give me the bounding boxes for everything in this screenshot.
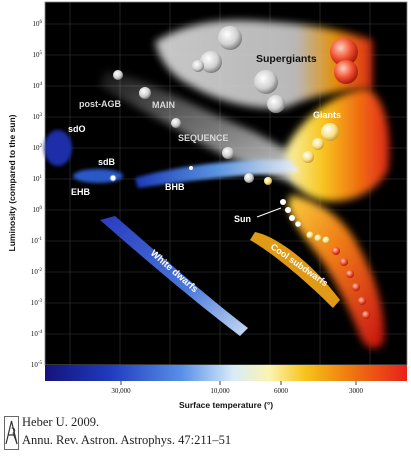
x-tick-30000: 30,000 <box>111 387 131 395</box>
y-tick-label: 10-2 <box>31 268 43 276</box>
y-tick-label: 106 <box>33 20 43 28</box>
y-tick-label: 102 <box>33 144 43 152</box>
annual-reviews-logo <box>4 416 19 450</box>
y-tick-label: 10-3 <box>31 299 43 307</box>
y-tick-label: 10-1 <box>31 237 43 245</box>
white-dwarfs-region <box>100 216 248 336</box>
x-tick-10000: 10,000 <box>210 387 230 395</box>
x-tick-marks <box>120 381 357 385</box>
label-bhb: BHB <box>165 182 185 192</box>
y-tick-label: 105 <box>33 51 43 59</box>
supergiants-region <box>155 20 372 109</box>
label-sdo: sdO <box>68 124 86 134</box>
main-sequence-upper-region <box>100 70 310 185</box>
x-tick-3000: 3000 <box>349 387 364 395</box>
y-tick-labels: 106 105 104 103 102 101 100 10-1 10-2 10-3 10-4 10-… <box>31 20 43 369</box>
label-supergiants: Supergiants <box>256 53 317 65</box>
citation-line-2: Annu. Rev. Astron. Astrophys. 47:211–51 <box>22 433 232 447</box>
y-tick-label: 104 <box>33 82 43 90</box>
y-tick-label: 10-5 <box>31 361 43 369</box>
y-axis-label: Luminosity (compared to the sun) <box>7 114 17 251</box>
label-sun: Sun <box>234 214 251 224</box>
label-sdb: sdB <box>98 157 116 167</box>
horizontal-branch-band <box>135 159 300 188</box>
x-axis-label: Surface temperature (°) <box>179 400 273 410</box>
label-main: MAIN <box>152 100 175 110</box>
sun-pointer-line <box>256 207 282 218</box>
star-markers <box>109 26 370 319</box>
label-sequence: SEQUENCE <box>178 133 229 143</box>
cool-subdwarfs-region <box>250 232 340 308</box>
y-tick-label: 103 <box>33 113 43 121</box>
label-giants: Giants <box>313 110 341 120</box>
giants-region <box>285 88 390 202</box>
temperature-colorbar <box>45 365 407 381</box>
label-post-agb: post-AGB <box>79 99 121 109</box>
sdo-region <box>44 130 72 166</box>
y-tick-label: 101 <box>33 175 43 183</box>
y-tick-label: 10-4 <box>31 330 43 338</box>
citation-block: Heber U. 2009. Annu. Rev. Astron. Astrop… <box>22 413 231 449</box>
y-tick-label: 100 <box>33 206 43 214</box>
citation-line-1: Heber U. 2009. <box>22 415 100 429</box>
label-ehb: EHB <box>71 187 91 197</box>
x-tick-6000: 6000 <box>274 387 289 395</box>
